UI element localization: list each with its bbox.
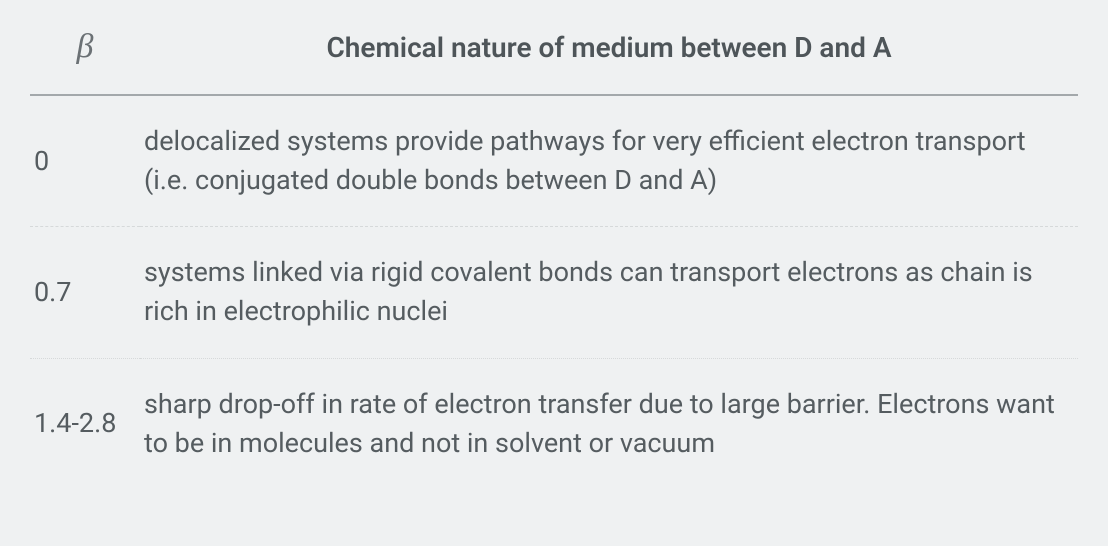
cell-beta: 1.4-2.8 xyxy=(30,358,140,469)
cell-beta: 0.7 xyxy=(30,227,140,358)
cell-description: sharp drop-off in rate of electron trans… xyxy=(140,358,1078,469)
cell-description: delocalized systems provide pathways for… xyxy=(140,95,1078,227)
table-container: β Chemical nature of medium between D an… xyxy=(0,0,1108,497)
table-row: 0 delocalized systems provide pathways f… xyxy=(30,95,1078,227)
beta-medium-table: β Chemical nature of medium between D an… xyxy=(30,18,1078,469)
table-header-row: β Chemical nature of medium between D an… xyxy=(30,18,1078,95)
column-header-beta: β xyxy=(30,18,140,95)
column-header-description: Chemical nature of medium between D and … xyxy=(140,18,1078,95)
cell-description: systems linked via rigid covalent bonds … xyxy=(140,227,1078,358)
table-row: 1.4-2.8 sharp drop-off in rate of electr… xyxy=(30,358,1078,469)
table-row: 0.7 systems linked via rigid covalent bo… xyxy=(30,227,1078,358)
cell-beta: 0 xyxy=(30,95,140,227)
